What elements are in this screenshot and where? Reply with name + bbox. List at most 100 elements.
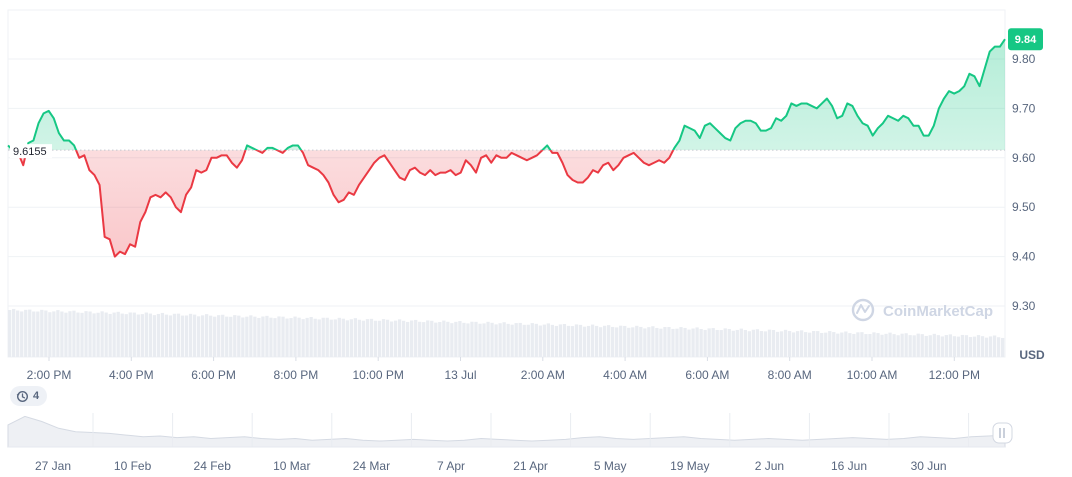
volume-bar	[683, 327, 687, 357]
volume-bar	[779, 331, 784, 357]
volume-bar	[924, 335, 928, 357]
volume-bar	[892, 334, 896, 357]
x-tick-label: 12:00 PM	[929, 368, 980, 382]
volume-bar	[787, 331, 792, 357]
volume-bar	[466, 323, 470, 357]
volume-bar	[627, 327, 631, 357]
currency-unit-label: USD	[1019, 348, 1045, 362]
volume-bar	[719, 330, 723, 357]
volume-bar	[329, 319, 333, 357]
volume-bar	[281, 316, 285, 357]
volume-bar	[257, 317, 261, 357]
volume-bar	[783, 329, 788, 357]
volume-bar	[856, 332, 860, 357]
volume-bar	[727, 328, 731, 357]
volume-bar	[337, 317, 341, 357]
volume-bar	[538, 325, 542, 357]
y-axis: 9.80 9.70 9.60 9.50 9.40 9.30	[1012, 52, 1036, 313]
x-tick-label: 6:00 AM	[685, 368, 729, 382]
volume-bar	[832, 332, 836, 357]
volume-bar	[92, 313, 96, 357]
volume-bar	[840, 332, 844, 357]
volume-bar	[321, 317, 325, 357]
price-line-up	[7, 38, 1006, 151]
volume-bar	[341, 318, 345, 357]
y-tick-label: 9.30	[1012, 299, 1036, 313]
x-tick-label: 6:00 PM	[191, 368, 236, 382]
volume-bar	[474, 321, 478, 357]
history-count: 4	[33, 390, 40, 402]
volume-bar	[426, 320, 430, 357]
volume-bar	[108, 313, 112, 357]
volume-bar	[393, 320, 398, 357]
volume-bar	[422, 322, 426, 357]
reference-marker: 9.6155	[10, 144, 52, 159]
volume-bar	[755, 329, 760, 357]
volume-bar	[952, 336, 957, 357]
volume-bar	[711, 328, 715, 357]
volume-bar	[667, 326, 671, 357]
volume-bar	[594, 325, 599, 357]
navigator-handle[interactable]	[992, 422, 1013, 444]
navigator-handle-box[interactable]	[992, 422, 1013, 444]
current-price-badge: 9.84	[1008, 28, 1043, 51]
x-axis: 2:00 PM 4:00 PM 6:00 PM 8:00 PM 10:00 PM 13 J…	[27, 357, 980, 382]
navigator-x-labels: 27 Jan 10 Feb 24 Feb 10 Mar 24 Mar 7 Apr 21 Ap…	[35, 459, 947, 473]
volume-bar	[249, 315, 253, 357]
volume-bar	[578, 324, 583, 357]
volume-bar	[32, 311, 36, 357]
volume-bar	[695, 327, 699, 357]
volume-bar	[570, 326, 575, 357]
volume-bar	[884, 333, 888, 357]
volume-bar	[450, 323, 454, 357]
volume-bar	[68, 311, 72, 357]
volume-bar	[289, 318, 293, 357]
volume-bar	[365, 319, 370, 357]
volume-bar	[623, 325, 627, 357]
volume-bar	[956, 336, 961, 357]
volume-bar	[864, 334, 868, 357]
x-tick-label: 4:00 PM	[109, 368, 154, 382]
volume-bar	[771, 330, 776, 357]
history-button[interactable]: 4	[10, 386, 48, 406]
x-tick-label: 8:00 PM	[274, 368, 319, 382]
volume-bar	[373, 320, 378, 357]
volume-bar	[940, 336, 944, 357]
volume-bar	[462, 322, 466, 357]
volume-bar	[377, 320, 382, 357]
volume-bar	[148, 313, 153, 357]
y-tick-label: 9.50	[1012, 200, 1036, 214]
volume-bar	[245, 316, 249, 357]
volume-bar	[60, 311, 64, 357]
navigator-area-path	[7, 415, 1006, 448]
volume-bar	[643, 328, 647, 357]
volume-bar	[647, 327, 651, 357]
volume-bar	[988, 336, 993, 357]
volume-bar	[542, 324, 546, 357]
volume-bar	[241, 317, 245, 357]
volume-bar	[28, 309, 32, 357]
y-tick-label: 9.60	[1012, 151, 1036, 165]
watermark-text: CoinMarketCap	[883, 303, 993, 320]
volume-bar	[964, 335, 969, 357]
volume-bar	[88, 311, 92, 357]
volume-bar	[691, 328, 695, 357]
volume-bar	[611, 326, 615, 357]
volume-bar	[357, 319, 362, 357]
volume-bar	[566, 325, 571, 357]
volume-bar	[225, 316, 229, 357]
price-line-up-path	[7, 38, 1006, 151]
volume-bar	[80, 312, 84, 357]
volume-bar	[84, 311, 88, 357]
range-navigator[interactable]: 27 Jan 10 Feb 24 Feb 10 Mar 24 Mar 7 Apr 21 Ap…	[7, 413, 1013, 473]
volume-bar	[309, 317, 313, 357]
volume-bar	[152, 315, 157, 357]
coinmarketcap-logo-icon	[851, 298, 875, 322]
volume-bar	[128, 312, 132, 357]
volume-bar	[1000, 337, 1005, 357]
volume-bar	[506, 323, 510, 357]
volume-bar	[184, 315, 189, 357]
volume-bar	[852, 333, 856, 357]
volume-bar	[188, 313, 193, 357]
